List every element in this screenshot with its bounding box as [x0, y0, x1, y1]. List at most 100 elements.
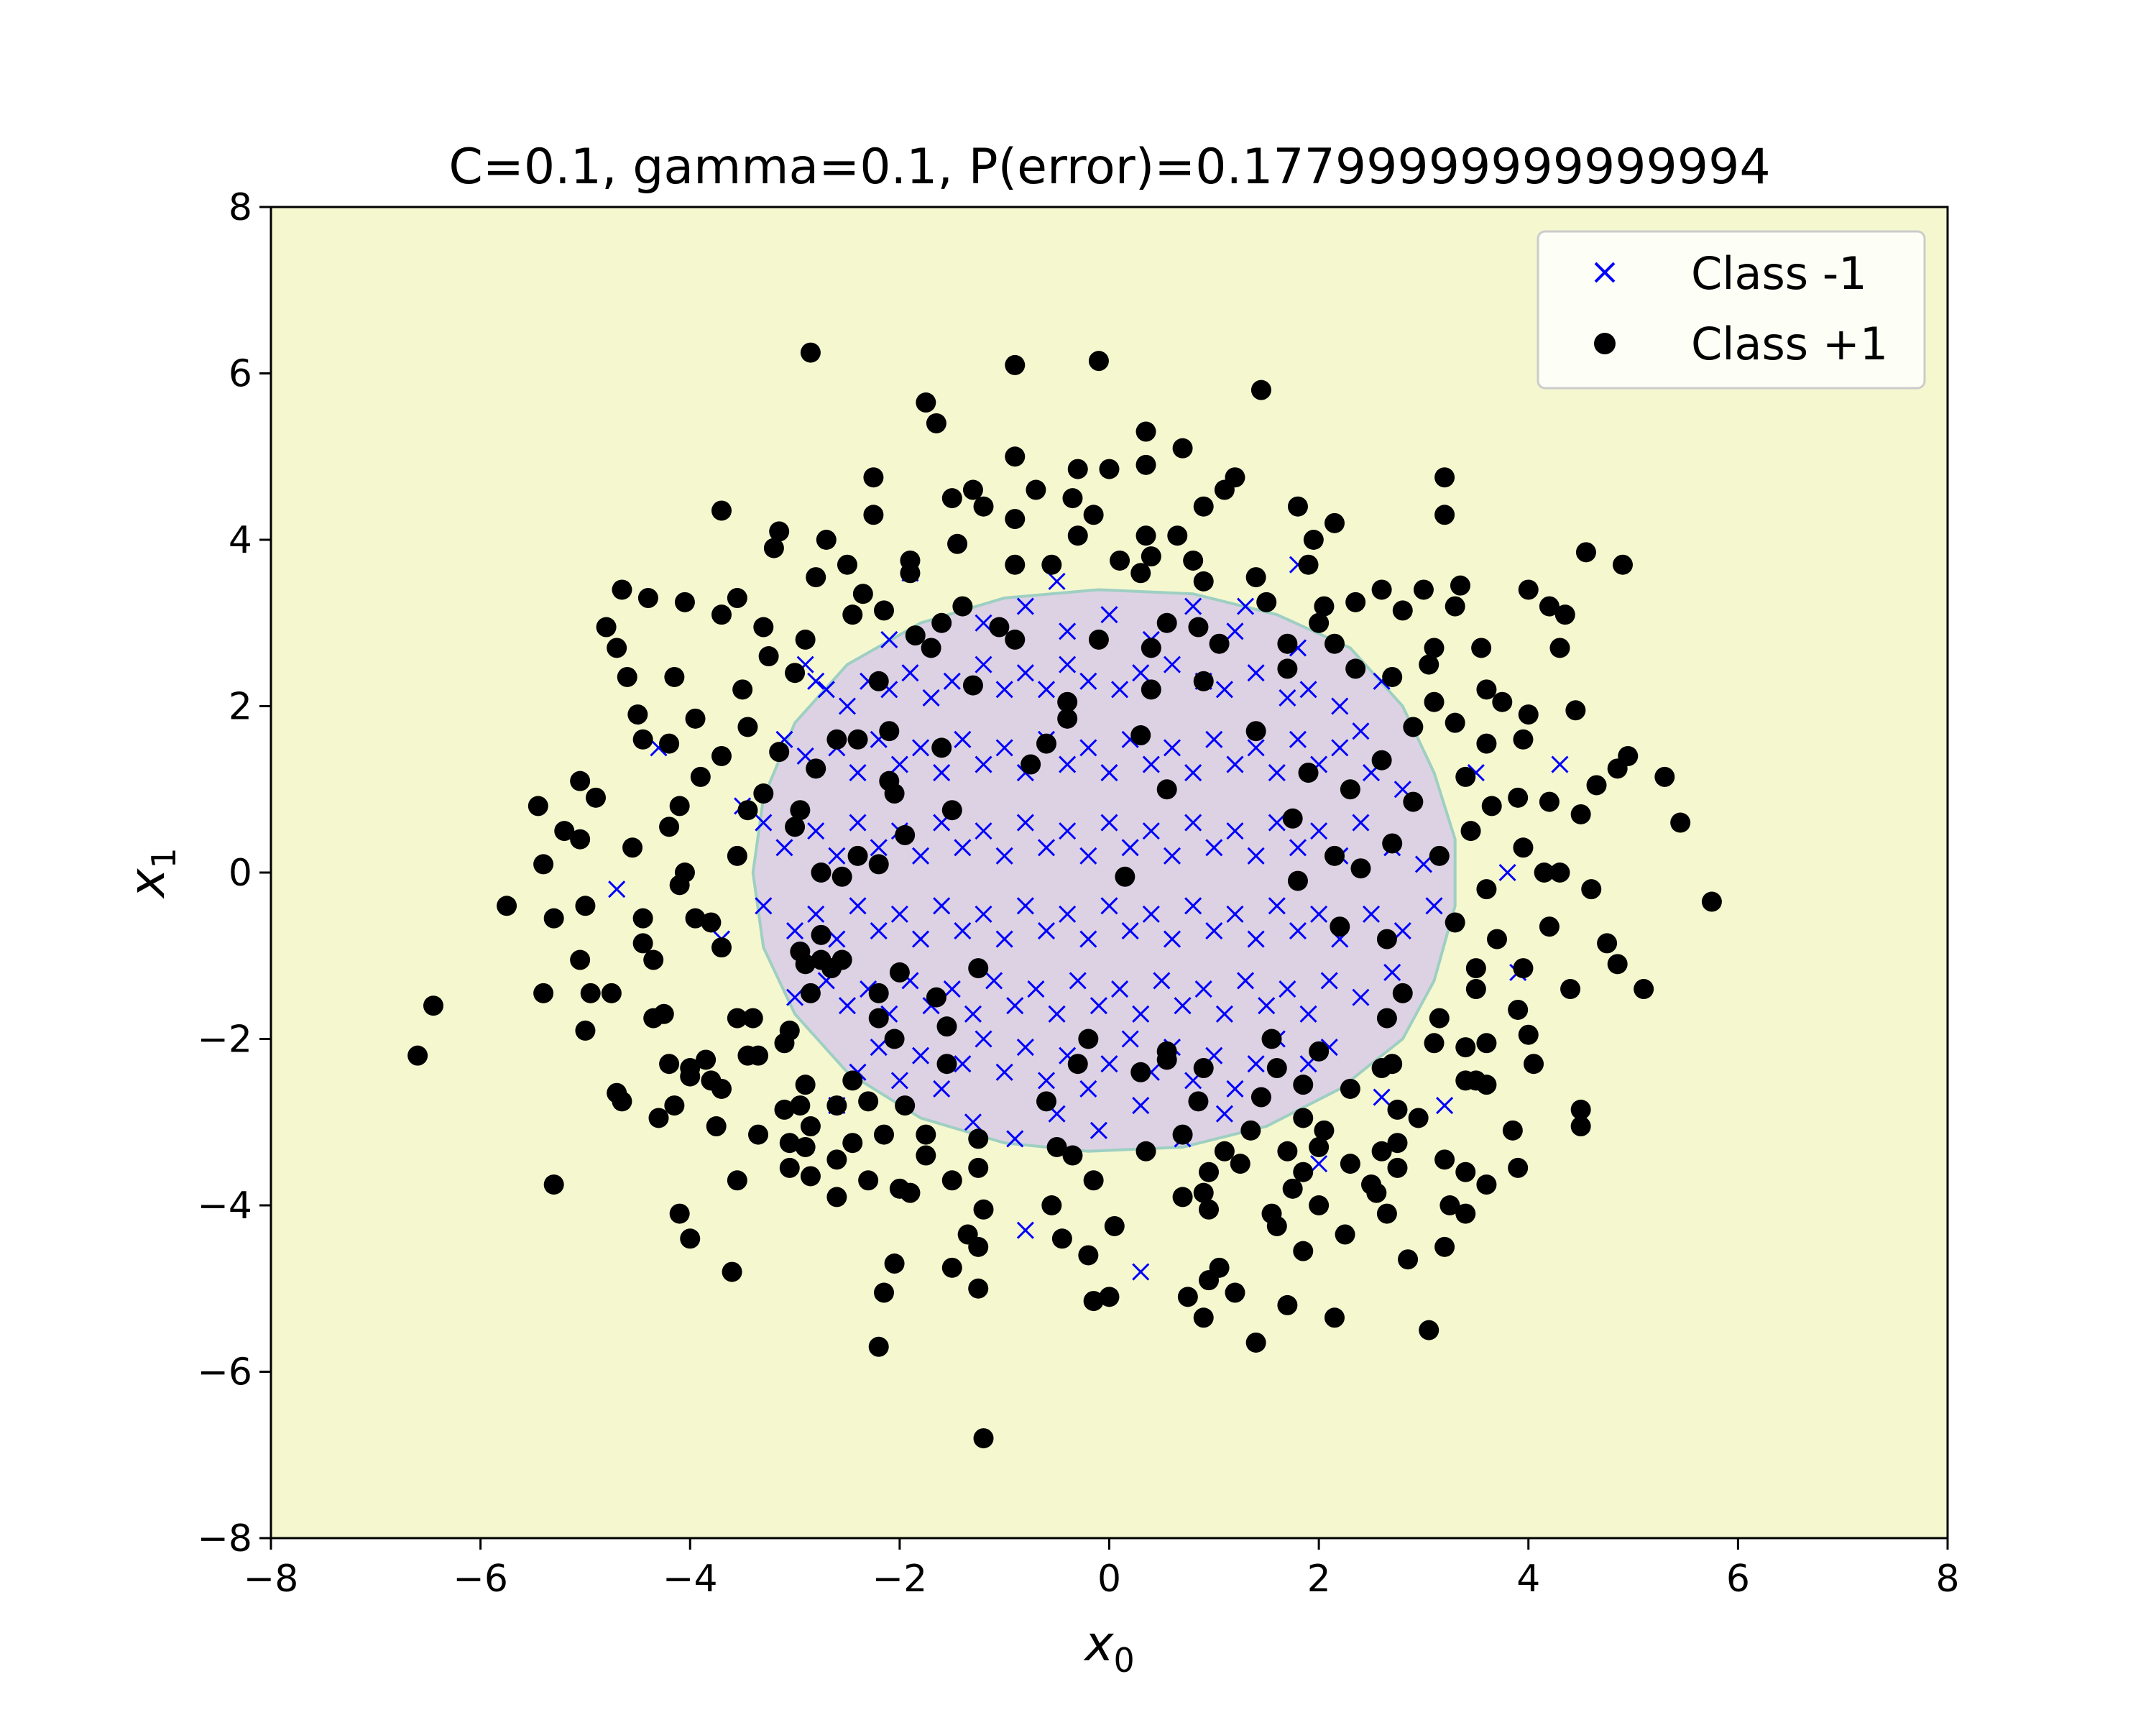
- legend-label-class-pos1: Class +1: [1691, 318, 1888, 370]
- point-class-pos1: [1670, 812, 1691, 833]
- point-class-pos1: [1156, 1049, 1177, 1070]
- point-class-neg1: [807, 822, 825, 840]
- point-class-pos1: [1518, 1024, 1539, 1045]
- legend-entry-class-neg1: Class -1: [1594, 247, 1867, 300]
- point-class-pos1: [1230, 1154, 1250, 1174]
- point-class-neg1: [1079, 739, 1097, 757]
- point-class-pos1: [868, 1336, 889, 1357]
- point-class-pos1: [1083, 505, 1104, 525]
- point-class-pos1: [1214, 479, 1235, 500]
- point-class-pos1: [570, 949, 591, 970]
- point-class-pos1: [863, 505, 884, 525]
- point-class-pos1: [916, 1145, 936, 1166]
- point-class-pos1: [1041, 1195, 1062, 1215]
- point-class-neg1: [1310, 822, 1328, 840]
- point-class-pos1: [1413, 579, 1434, 600]
- point-class-pos1: [785, 663, 806, 684]
- y-axis-ticks: −8 −6 −4 −2 0 2 4 6 8: [197, 186, 271, 1560]
- point-class-pos1: [1403, 791, 1424, 812]
- point-class-neg1: [1352, 722, 1370, 740]
- point-class-neg1: [1048, 572, 1066, 590]
- point-class-pos1: [973, 1428, 994, 1449]
- x-tick-label: 0: [1097, 1558, 1121, 1601]
- point-class-pos1: [847, 729, 868, 750]
- point-class-pos1: [795, 629, 816, 650]
- point-class-pos1: [533, 983, 554, 1003]
- x-tick-label: 6: [1726, 1558, 1750, 1601]
- point-class-pos1: [1539, 596, 1560, 617]
- point-class-pos1: [1476, 733, 1497, 754]
- point-class-pos1: [962, 479, 983, 500]
- point-class-pos1: [1382, 666, 1403, 687]
- point-class-pos1: [1371, 750, 1392, 770]
- point-class-neg1: [1226, 822, 1244, 840]
- point-class-neg1: [1258, 997, 1276, 1015]
- point-class-pos1: [837, 554, 857, 575]
- point-class-neg1: [1226, 1080, 1244, 1098]
- point-class-pos1: [1450, 575, 1470, 596]
- point-class-pos1: [1088, 351, 1109, 372]
- point-class-pos1: [685, 908, 706, 929]
- point-class-pos1: [737, 717, 758, 737]
- point-class-pos1: [722, 1261, 742, 1282]
- point-class-neg1: [1163, 739, 1181, 757]
- legend-entry-class-pos1: Class +1: [1594, 318, 1888, 370]
- point-class-pos1: [753, 617, 774, 638]
- point-class-pos1: [1156, 612, 1177, 633]
- point-class-pos1: [769, 521, 790, 542]
- point-class-pos1: [858, 1091, 879, 1112]
- point-class-pos1: [1513, 958, 1534, 979]
- x-tick-label: 4: [1516, 1558, 1540, 1601]
- point-class-pos1: [1266, 1058, 1287, 1079]
- point-class-pos1: [842, 1070, 863, 1091]
- point-class-pos1: [868, 1008, 889, 1029]
- x-axis-label-subscript: 0: [1113, 1641, 1134, 1680]
- point-class-pos1: [701, 912, 722, 933]
- legend-box: [1537, 230, 1926, 390]
- point-class-pos1: [1240, 1120, 1261, 1141]
- point-class-pos1: [941, 800, 962, 821]
- point-class-neg1: [807, 672, 825, 690]
- point-class-pos1: [1141, 546, 1161, 567]
- point-class-neg1: [1059, 905, 1077, 923]
- y-axis-label-subscript: 1: [144, 847, 183, 868]
- point-class-pos1: [1324, 1307, 1345, 1328]
- point-class-pos1: [643, 949, 664, 970]
- point-class-neg1: [1247, 1055, 1265, 1073]
- point-class-neg1: [954, 839, 972, 857]
- point-class-pos1: [1424, 1033, 1445, 1054]
- point-class-neg1: [1436, 1097, 1454, 1115]
- point-class-pos1: [669, 1203, 690, 1224]
- point-class-pos1: [800, 342, 821, 363]
- point-class-pos1: [617, 666, 637, 687]
- point-class-pos1: [1335, 1224, 1355, 1245]
- point-class-neg1: [1268, 814, 1286, 832]
- point-class-pos1: [1193, 671, 1214, 691]
- y-tick-label: 2: [229, 686, 252, 729]
- point-class-pos1: [1209, 633, 1230, 654]
- point-class-neg1: [1268, 897, 1286, 915]
- point-class-pos1: [1277, 658, 1298, 679]
- point-class-pos1: [1634, 979, 1654, 1000]
- point-class-neg1: [943, 672, 961, 690]
- point-class-pos1: [1371, 1058, 1392, 1079]
- point-class-pos1: [1214, 1141, 1235, 1162]
- point-class-neg1: [849, 764, 867, 782]
- point-class-pos1: [753, 783, 774, 804]
- point-class-pos1: [1607, 954, 1628, 975]
- point-class-neg1: [1132, 664, 1150, 682]
- point-class-pos1: [1392, 600, 1413, 621]
- point-class-pos1: [1051, 1228, 1072, 1249]
- point-class-pos1: [1135, 421, 1156, 442]
- point-class-neg1: [1006, 997, 1024, 1015]
- point-class-pos1: [1199, 1199, 1220, 1220]
- point-class-pos1: [1083, 1291, 1104, 1312]
- point-class-neg1: [890, 905, 908, 923]
- point-class-neg1: [1215, 1105, 1233, 1123]
- point-class-pos1: [1434, 1236, 1455, 1257]
- point-class-neg1: [786, 921, 804, 940]
- y-axis-label-base: x: [119, 868, 176, 899]
- y-tick-label: 0: [229, 852, 252, 895]
- point-class-neg1: [1016, 1039, 1034, 1057]
- point-class-neg1: [1226, 622, 1244, 640]
